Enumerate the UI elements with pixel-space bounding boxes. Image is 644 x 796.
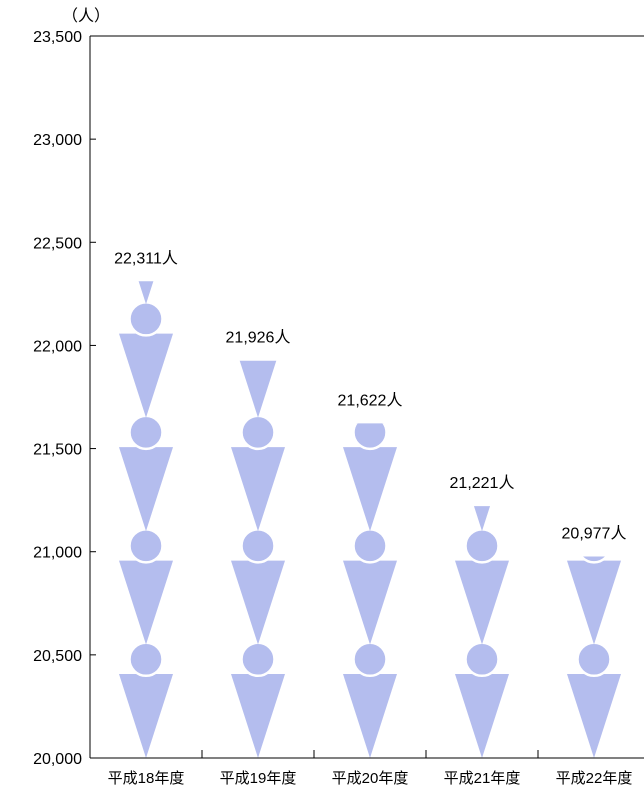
pictogram-bar-2 xyxy=(231,360,285,758)
pictogram-bar-3 xyxy=(343,423,397,758)
y-tick-label: 20,000 xyxy=(33,751,82,768)
person-body xyxy=(343,674,397,758)
person-body xyxy=(119,560,173,645)
y-tick-label: 21,500 xyxy=(33,442,82,459)
y-tick-label: 22,000 xyxy=(33,338,82,355)
person-body xyxy=(473,506,491,532)
person-head xyxy=(576,641,612,678)
y-tick-label: 22,500 xyxy=(33,235,82,252)
person-head xyxy=(240,641,276,678)
pictogram-bar-4 xyxy=(455,416,509,758)
person-body xyxy=(343,560,397,645)
person-head xyxy=(128,414,164,451)
person-body xyxy=(239,360,277,418)
data-label: 21,221人 xyxy=(450,474,515,492)
data-label: 21,926人 xyxy=(226,329,291,347)
data-label: 21,622人 xyxy=(338,391,403,409)
person-body xyxy=(455,674,509,758)
pictogram-bar-1 xyxy=(119,189,173,758)
person-head xyxy=(466,416,499,449)
y-tick-label: 21,000 xyxy=(33,545,82,562)
person-body xyxy=(119,333,173,418)
data-label: 22,311人 xyxy=(114,249,178,267)
person-head xyxy=(352,423,388,451)
person-body xyxy=(455,560,509,645)
person-body xyxy=(231,674,285,758)
data-label: 20,977人 xyxy=(562,524,627,542)
y-tick-label: 23,500 xyxy=(33,29,82,46)
person-body xyxy=(231,447,285,532)
person-body xyxy=(119,447,173,532)
y-tick-label: 20,500 xyxy=(33,648,82,665)
pictogram-bar-5 xyxy=(567,556,621,758)
person-body xyxy=(119,674,173,758)
person-body xyxy=(567,674,621,758)
person-body xyxy=(138,281,154,305)
person-head xyxy=(128,301,164,337)
person-head xyxy=(579,556,609,564)
person-head xyxy=(464,641,500,678)
person-body xyxy=(567,560,621,645)
person-head xyxy=(240,528,276,564)
person-head xyxy=(464,528,500,564)
y-axis-unit-label: （人） xyxy=(62,7,110,25)
y-tick-label: 23,000 xyxy=(33,132,82,149)
person-body xyxy=(231,560,285,645)
x-category-label: 平成20年度 xyxy=(332,770,409,787)
person-head xyxy=(352,641,388,678)
person-head xyxy=(130,189,163,222)
x-category-label: 平成21年度 xyxy=(444,770,521,787)
person-head xyxy=(240,414,276,451)
person-head xyxy=(352,528,388,564)
x-category-label: 平成19年度 xyxy=(220,770,297,787)
person-body xyxy=(343,447,397,532)
x-category-label: 平成18年度 xyxy=(108,770,185,787)
x-category-label: 平成22年度 xyxy=(556,770,633,787)
person-head xyxy=(128,641,164,678)
person-head xyxy=(128,528,164,564)
